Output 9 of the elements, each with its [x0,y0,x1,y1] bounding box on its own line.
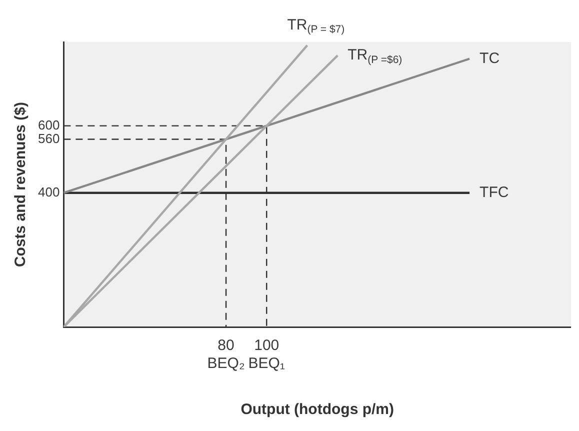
y-axis-title: Costs and revenues ($) [12,102,30,268]
x-tick-label: 100 BEQ₁ [248,337,285,372]
y-tick-label: 560 [38,130,60,146]
y-tick-label: 600 [38,117,60,132]
series-label: TFC [480,184,509,202]
y-tick-label: 400 [38,184,60,200]
x-tick-label: 80 BEQ₂ [207,337,245,372]
x-axis-title: Output (hotdogs p/m) [240,401,394,418]
series-label: TC [480,50,500,67]
